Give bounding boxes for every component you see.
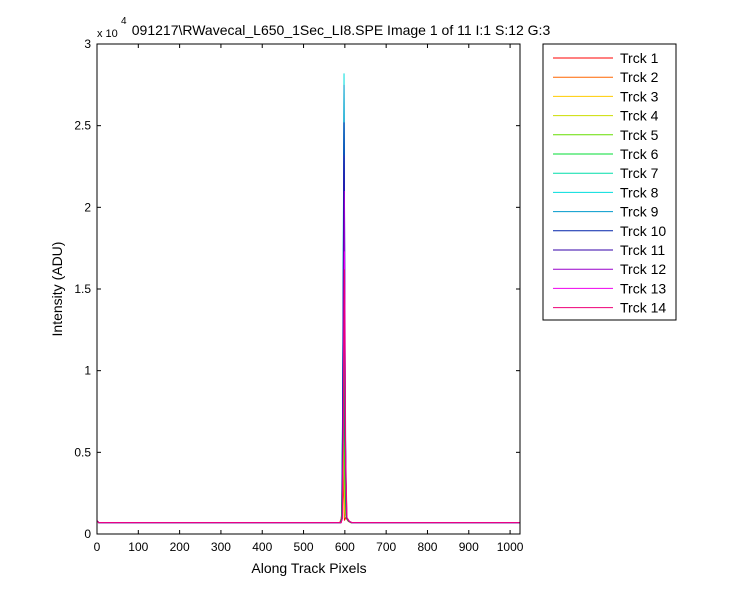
x-tick-label: 500: [294, 540, 314, 554]
plot-area: [97, 44, 520, 534]
legend-label: Trck 4: [620, 108, 659, 124]
chart-title: 091217\RWavecal_L650_1Sec_LI8.SPE Image …: [132, 22, 551, 38]
y-axis-label: Intensity (ADU): [49, 242, 65, 337]
x-tick-label: 100: [128, 540, 148, 554]
legend-label: Trck 3: [620, 88, 659, 104]
legend-label: Trck 7: [620, 165, 659, 181]
legend-label: Trck 6: [620, 146, 659, 162]
x-tick-label: 700: [376, 540, 396, 554]
x-tick-label: 800: [417, 540, 437, 554]
x-tick-label: 400: [252, 540, 272, 554]
legend-label: Trck 14: [620, 300, 666, 316]
x-axis: 0 100 200 300 400 500 600 700 800 900 1000: [94, 44, 524, 554]
y-tick-label: 2: [84, 200, 91, 214]
series-layer: [96, 73, 520, 524]
y-tick-label: 2.5: [74, 119, 91, 133]
legend-label: Trck 10: [620, 223, 666, 239]
x-axis-label: Along Track Pixels: [251, 560, 366, 576]
y-exponent-power: 4: [121, 16, 127, 27]
y-exponent-base: x 10: [97, 28, 118, 40]
y-axis: 0 0.5 1 1.5 2 2.5 3: [74, 37, 520, 541]
y-tick-label: 0: [84, 527, 91, 541]
series-line-14: [96, 269, 520, 524]
x-tick-label: 0: [94, 540, 101, 554]
y-tick-label: 3: [84, 37, 91, 51]
y-tick-label: 0.5: [74, 445, 91, 459]
y-tick-label: 1: [84, 364, 91, 378]
legend-label: Trck 12: [620, 261, 666, 277]
y-tick-label: 1.5: [74, 282, 91, 296]
x-tick-label: 200: [170, 540, 190, 554]
legend-label: Trck 13: [620, 280, 666, 296]
legend-items: Trck 1 Trck 2 Trck 3 Trck 4 Trck 5 Trck 6 Trck…: [553, 50, 666, 316]
x-tick-label: 1000: [497, 540, 524, 554]
x-tick-label: 900: [459, 540, 479, 554]
legend-label: Trck 8: [620, 184, 659, 200]
legend-box: [542, 43, 677, 321]
legend-label: Trck 1: [620, 50, 659, 66]
x-tick-label: 300: [211, 540, 231, 554]
legend: Trck 1 Trck 2 Trck 3 Trck 4 Trck 5 Trck 6 Trck…: [542, 43, 677, 321]
legend-label: Trck 5: [620, 127, 659, 143]
x-tick-label: 600: [335, 540, 355, 554]
legend-label: Trck 9: [620, 204, 659, 220]
legend-label: Trck 2: [620, 69, 659, 85]
legend-label: Trck 11: [620, 242, 665, 258]
